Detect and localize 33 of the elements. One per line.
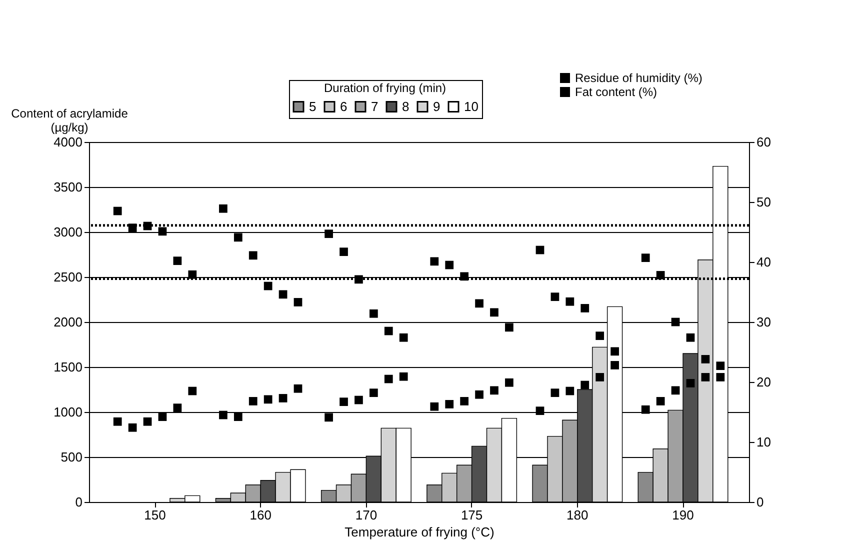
y-tick-label: 2000	[54, 314, 82, 330]
y2-tick-label: 20	[756, 374, 771, 390]
legend-label: 8	[402, 98, 410, 114]
y-tick-label: 1000	[54, 404, 82, 420]
x-tick-label: 170	[355, 508, 378, 522]
x-tick-label: 160	[250, 508, 272, 522]
y-tick-label: 3000	[54, 224, 82, 240]
legend-label: Fat content (%)	[575, 85, 658, 99]
y2-tick-label: 40	[756, 254, 771, 270]
y2-tick-label: 30	[756, 314, 771, 330]
y-tick-label: 2500	[54, 270, 82, 284]
x-tick-label: 175	[460, 508, 483, 522]
x-tick-label: 150	[144, 508, 166, 522]
y-tick-label: 500	[60, 450, 82, 464]
legend-label: 6	[340, 98, 348, 114]
legend-label: 7	[371, 98, 378, 114]
y-axis-title: Content of acrylamide (µg/kg)	[11, 106, 128, 134]
y-tick-label: 4000	[54, 134, 82, 150]
x-tick-label: 190	[672, 508, 694, 522]
x-axis-title: Temperature of frying (°C)	[344, 524, 494, 540]
legend-label: 10	[464, 98, 478, 114]
y2-tick-label: 0	[756, 494, 764, 510]
legend-label: Residue of humidity (%)	[575, 71, 702, 85]
y-tick-label: 1500	[54, 360, 82, 374]
y2-tick-label: 50	[756, 194, 771, 210]
y2-tick-label: 10	[756, 434, 771, 450]
legend-label: 5	[309, 98, 316, 114]
y-tick-label: 3500	[54, 180, 82, 194]
y-tick-label: 0	[75, 494, 82, 510]
legend-label: 9	[433, 98, 440, 114]
x-tick-label: 180	[566, 508, 588, 522]
legend-title: Duration of frying (min)	[324, 81, 446, 95]
y2-tick-label: 60	[756, 134, 771, 150]
